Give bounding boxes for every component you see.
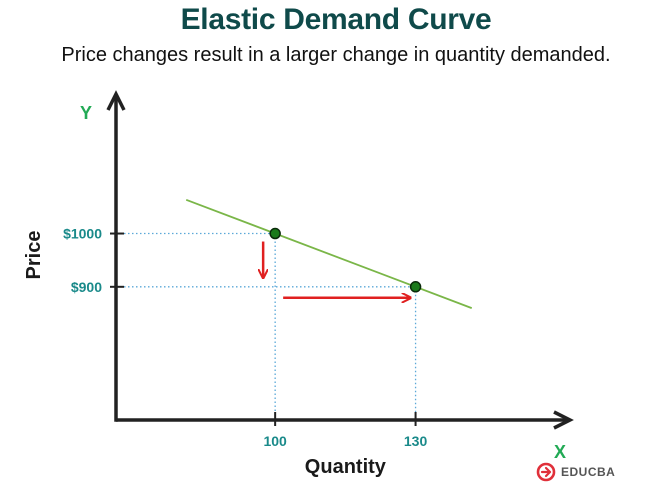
x-tick-label-2: 130 (404, 433, 428, 449)
chart-title: Elastic Demand Curve (180, 3, 492, 36)
y-axis-arrowhead (106, 90, 126, 111)
x-tick-label-1: 100 (263, 433, 287, 449)
educba-logo-icon (536, 462, 556, 482)
demand-curve-line (185, 198, 473, 309)
x-axis-letter: X (554, 442, 566, 462)
y-tick-label-1: $1000 (63, 226, 102, 242)
y-axis-title: Price (23, 231, 45, 280)
data-point-1 (269, 227, 281, 240)
y-tick-label-2: $900 (71, 279, 102, 295)
data-point-2 (409, 281, 422, 293)
chart-subtitle: Price changes result in a larger change … (61, 44, 611, 66)
x-axis-title: Quantity (305, 456, 387, 478)
brand-name: EDUCBA (561, 465, 616, 479)
educba-brand: EDUCBA (536, 462, 615, 482)
x-axis-arrowhead (553, 410, 574, 430)
y-axis-letter: Y (80, 103, 92, 123)
